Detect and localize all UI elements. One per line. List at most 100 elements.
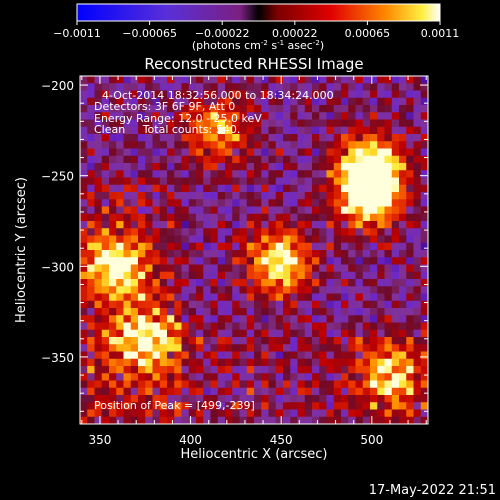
heatmap-pixel [261, 344, 270, 353]
heatmap-pixel [254, 97, 262, 106]
heatmap-pixel [312, 170, 320, 179]
heatmap-pixel [268, 286, 277, 295]
heatmap-pixel [384, 279, 393, 287]
heatmap-pixel [413, 322, 422, 331]
heatmap-pixel [312, 344, 320, 353]
heatmap-pixel [239, 213, 248, 222]
heatmap-pixel [101, 380, 110, 389]
heatmap-pixel [152, 387, 161, 396]
heatmap-pixel [174, 416, 183, 424]
heatmap-pixel [246, 366, 255, 374]
heatmap-pixel [159, 119, 168, 128]
x-tick-label: 500 [360, 433, 383, 447]
heatmap-pixel [254, 170, 262, 179]
heatmap-pixel [94, 192, 103, 200]
heatmap-pixel [152, 221, 161, 229]
heatmap-pixel [159, 112, 168, 121]
heatmap-pixel [159, 358, 168, 367]
heatmap-pixel [254, 235, 262, 244]
heatmap-pixel [196, 112, 204, 121]
heatmap-pixel [290, 286, 299, 295]
heatmap-pixel [377, 351, 386, 360]
heatmap-pixel [203, 402, 212, 411]
heatmap-pixel [413, 380, 422, 389]
heatmap-pixel [254, 242, 262, 251]
heatmap-pixel [312, 279, 320, 287]
heatmap-pixel [420, 373, 428, 382]
heatmap-pixel [196, 250, 204, 258]
heatmap-pixel [174, 308, 183, 316]
heatmap-pixel [377, 112, 386, 121]
heatmap-pixel [217, 192, 226, 200]
heatmap-pixel [370, 344, 378, 353]
heatmap-pixel [87, 271, 96, 280]
heatmap-pixel [80, 126, 88, 135]
heatmap-pixel [297, 264, 306, 273]
heatmap-pixel [188, 271, 197, 280]
heatmap-pixel [326, 344, 335, 353]
heatmap-pixel [225, 170, 233, 179]
heatmap-pixel [261, 322, 270, 331]
heatmap-pixel [254, 257, 262, 266]
heatmap-pixel [138, 300, 146, 309]
heatmap-pixel [348, 126, 357, 135]
heatmap-pixel [80, 344, 88, 353]
heatmap-pixel [355, 177, 364, 186]
heatmap-pixel [275, 192, 284, 200]
heatmap-pixel [123, 141, 132, 150]
heatmap-pixel [145, 358, 154, 367]
heatmap-pixel [101, 337, 110, 345]
heatmap-pixel [261, 83, 270, 92]
footer-date: 17-May-2022 21:51 [369, 483, 496, 498]
heatmap-pixel [341, 126, 349, 135]
heatmap-pixel [174, 322, 183, 331]
heatmap-pixel [109, 358, 117, 367]
heatmap-pixel [80, 228, 88, 237]
heatmap-pixel [87, 257, 96, 266]
heatmap-pixel [167, 228, 175, 237]
heatmap-pixel [290, 402, 299, 411]
heatmap-pixel [254, 293, 262, 302]
heatmap-pixel [123, 177, 132, 186]
heatmap-pixel [406, 141, 415, 150]
heatmap-pixel [116, 395, 125, 403]
heatmap-pixel [167, 141, 175, 150]
heatmap-pixel [87, 395, 96, 403]
heatmap-pixel [355, 90, 364, 99]
heatmap-pixel [312, 366, 320, 374]
heatmap-pixel [275, 134, 284, 142]
heatmap-pixel [174, 148, 183, 157]
heatmap-pixel [312, 402, 320, 411]
heatmap-pixel [348, 344, 357, 353]
heatmap-pixel [109, 213, 117, 222]
heatmap-pixel [333, 213, 342, 222]
heatmap-pixel [254, 90, 262, 99]
heatmap-pixel [370, 126, 378, 135]
heatmap-pixel [341, 97, 349, 106]
heatmap-pixel [181, 242, 190, 251]
heatmap-pixel [210, 351, 219, 360]
heatmap-pixel [116, 387, 125, 396]
heatmap-pixel [116, 250, 125, 258]
heatmap-pixel [391, 76, 400, 84]
heatmap-pixel [196, 242, 204, 251]
heatmap-pixel [109, 141, 117, 150]
heatmap-pixel [370, 366, 378, 374]
heatmap-pixel [174, 126, 183, 135]
heatmap-pixel [384, 387, 393, 396]
heatmap-pixel [246, 177, 255, 186]
heatmap-pixel [319, 148, 328, 157]
heatmap-pixel [326, 76, 335, 84]
heatmap-pixel [188, 293, 197, 302]
heatmap-pixel [384, 119, 393, 128]
heatmap-pixel [384, 199, 393, 208]
heatmap-pixel [246, 351, 255, 360]
heatmap-pixel [109, 206, 117, 215]
heatmap-pixel [225, 97, 233, 106]
heatmap-pixel [399, 213, 407, 222]
heatmap-pixel [355, 380, 364, 389]
heatmap-pixel [210, 163, 219, 171]
heatmap-pixel [130, 409, 139, 418]
heatmap-pixel [319, 242, 328, 251]
heatmap-pixel [94, 97, 103, 106]
